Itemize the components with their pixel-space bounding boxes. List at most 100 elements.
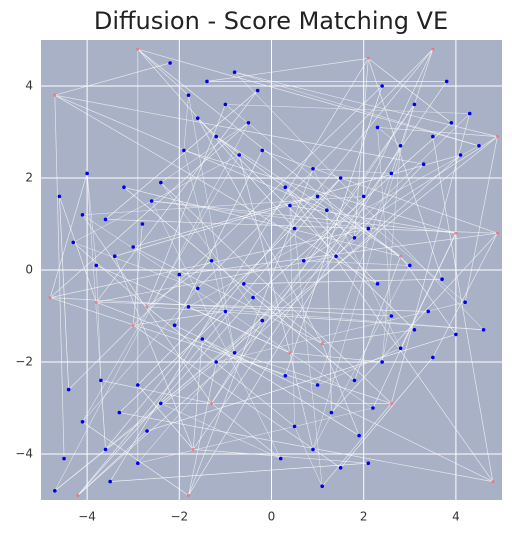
chart-title: Diffusion - Score Matching VE <box>94 7 448 35</box>
trajectory <box>119 412 493 482</box>
trajectory <box>340 357 434 468</box>
trajectory <box>234 352 392 404</box>
trajectory <box>96 301 286 377</box>
noise-point <box>320 342 324 346</box>
trajectory <box>54 95 65 459</box>
trajectory <box>188 361 217 496</box>
sample-point <box>172 323 177 328</box>
trajectory <box>82 421 189 496</box>
trajectory <box>312 265 411 450</box>
sample-point <box>103 217 108 222</box>
sample-point <box>214 360 218 364</box>
trajectory <box>73 242 148 308</box>
sample-point <box>214 134 218 139</box>
trajectory <box>137 384 194 450</box>
sample-point <box>454 332 458 337</box>
sample-point <box>334 254 338 258</box>
sample-point <box>205 79 209 84</box>
trajectory <box>225 104 470 114</box>
sample-point <box>408 263 412 268</box>
trajectory <box>119 311 226 413</box>
sample-point <box>80 420 85 424</box>
trajectory <box>82 214 212 404</box>
sample-point <box>352 236 357 240</box>
trajectory <box>322 329 415 344</box>
sample-point <box>458 153 463 157</box>
trajectory <box>137 177 341 386</box>
sample-point <box>57 194 62 199</box>
sample-point <box>209 259 214 263</box>
noise-point <box>136 47 140 51</box>
trajectory <box>82 154 240 422</box>
trajectory <box>252 122 452 298</box>
trajectory <box>73 242 198 289</box>
noise-point <box>187 493 191 497</box>
trajectory <box>110 462 369 482</box>
trajectory <box>151 200 281 459</box>
trajectory <box>372 233 457 409</box>
sample-point <box>366 226 371 231</box>
trajectory <box>137 407 373 464</box>
trajectory <box>234 71 480 147</box>
trajectory <box>381 145 401 363</box>
trajectory <box>82 214 374 409</box>
noise-point <box>210 401 214 405</box>
trajectory <box>54 122 249 491</box>
sample-point <box>159 180 163 185</box>
sample-point <box>283 185 288 189</box>
sample-point <box>278 456 283 461</box>
trajectory <box>68 324 134 390</box>
sample-point <box>315 383 320 387</box>
trajectory <box>377 127 498 137</box>
sample-point <box>195 286 200 291</box>
trajectory <box>285 186 494 482</box>
sample-point <box>440 277 444 282</box>
trajectory <box>54 62 171 96</box>
sample-point <box>66 387 71 392</box>
trajectory <box>73 154 240 243</box>
sample-point <box>389 314 394 318</box>
sample-point <box>71 240 76 245</box>
trajectory <box>137 48 411 266</box>
trajectory <box>289 205 295 229</box>
noise-point <box>389 401 393 405</box>
sample-point <box>159 401 163 406</box>
trajectory <box>243 283 323 344</box>
trajectory <box>114 256 194 450</box>
sample-point <box>140 222 145 226</box>
sample-point <box>145 429 149 433</box>
trajectory <box>188 145 401 496</box>
y-tick-label: −2 <box>15 355 33 369</box>
sample-point <box>292 424 297 429</box>
trajectory <box>243 278 443 285</box>
sample-point <box>325 208 329 212</box>
trajectory <box>133 324 341 469</box>
trajectory <box>432 233 498 358</box>
y-tick-label: 0 <box>25 263 33 277</box>
sample-point <box>380 84 384 88</box>
sample-point <box>103 447 108 452</box>
noise-point <box>131 323 135 327</box>
sample-point <box>260 148 265 153</box>
trajectory <box>211 320 263 404</box>
trajectory <box>391 113 471 404</box>
trajectory <box>96 90 258 303</box>
sample-point <box>117 410 122 415</box>
sample-point <box>186 305 191 309</box>
trajectory <box>151 200 456 234</box>
sample-point <box>255 88 260 93</box>
sample-point <box>315 194 320 199</box>
trajectory <box>285 85 383 376</box>
x-tick-label: −2 <box>170 510 188 524</box>
noise-point <box>366 56 370 60</box>
trajectory <box>105 48 434 450</box>
trajectory <box>188 306 484 331</box>
sample-point <box>311 447 315 452</box>
trajectory <box>303 260 410 266</box>
trajectory <box>160 228 369 404</box>
trajectory <box>105 90 258 220</box>
noise-point <box>491 480 495 484</box>
trajectory <box>197 48 434 289</box>
